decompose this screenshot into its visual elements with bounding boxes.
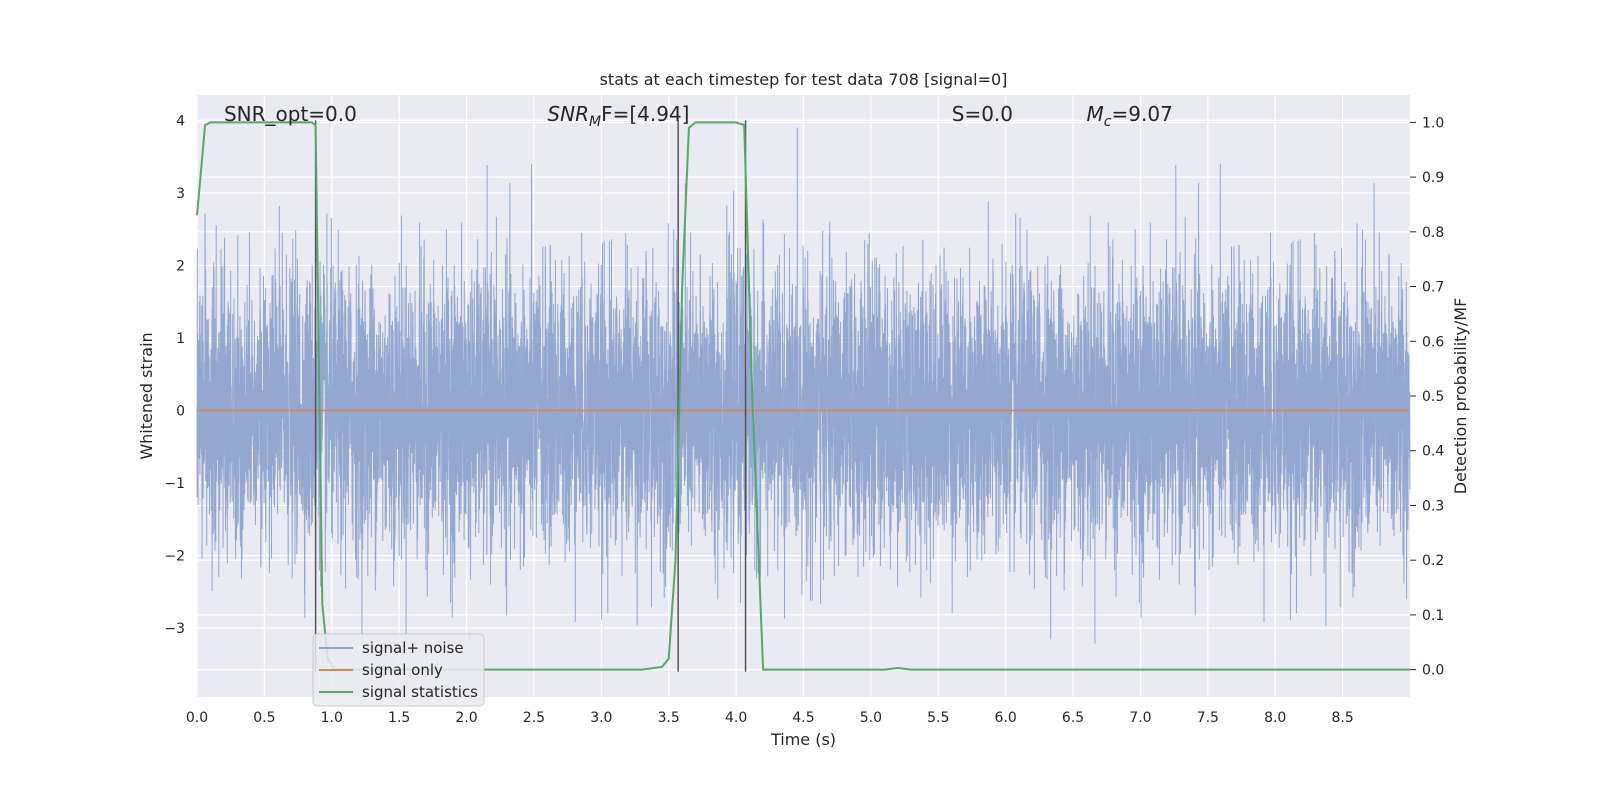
annotation-value: F=[4.94] (601, 102, 689, 126)
y-tick-label: 0 (176, 404, 185, 420)
line-series-layer (196, 120, 1410, 672)
y2-tick-label: 0.5 (1422, 389, 1444, 405)
y-tick-label: 2 (176, 258, 185, 274)
annotation-label: SNR (547, 102, 589, 126)
annotation-value: =0.0 (964, 102, 1013, 126)
y-tick-label: −2 (164, 549, 185, 565)
stat-annotation: SNRMF=[4.94] (547, 102, 689, 130)
chart-title: stats at each timestep for test data 708… (600, 70, 1008, 89)
stat-annotation: Mc=9.07 (1087, 102, 1173, 130)
legend-label: signal only (362, 661, 443, 679)
y-tick-label: 4 (176, 113, 185, 129)
x-tick-label: 5.0 (860, 710, 882, 726)
x-tick-label: 7.0 (1129, 710, 1151, 726)
y2-tick-label: 1.0 (1422, 115, 1444, 131)
y2-tick-label: 0.4 (1422, 444, 1444, 460)
x-tick-label: 0.0 (186, 710, 208, 726)
y2-tick-label: 0.2 (1422, 553, 1444, 569)
x-tick-label: 4.5 (792, 710, 814, 726)
x-tick-label: 6.0 (995, 710, 1017, 726)
annotation-value: =9.07 (1112, 102, 1173, 126)
annotation-layer: SNR_opt=0.0 SNRMF=[4.94] S=0.0 Mc=9.07 (224, 102, 1173, 130)
x-axis-label: Time (s) (770, 730, 836, 749)
x-tick-label: 3.0 (590, 710, 612, 726)
y2-tick-label: 0.8 (1422, 225, 1444, 241)
x-tick-label: 7.5 (1197, 710, 1219, 726)
annotation-label: SNR_opt=0.0 (224, 102, 357, 126)
legend: signal+ noise signal only signal statistic… (312, 633, 485, 707)
signal-noise-line (196, 127, 1411, 644)
x-tick-label: 2.5 (523, 710, 545, 726)
legend-box (312, 633, 485, 707)
x-tick-label: 8.0 (1264, 710, 1286, 726)
y2-tick-label: 0.7 (1422, 280, 1444, 296)
y-tick-label: 1 (176, 331, 185, 347)
y2-tick-label: 0.6 (1422, 334, 1444, 350)
annotation-subscript: c (1104, 114, 1112, 130)
y2-tick-label: 0.0 (1422, 663, 1444, 679)
annotation-subscript: M (589, 114, 601, 130)
y-tick-label: 3 (176, 186, 185, 202)
y-axis-label: Whitened strain (137, 332, 156, 459)
x-tick-label: 2.0 (455, 710, 477, 726)
x-tick-label: 3.5 (658, 710, 680, 726)
y2-tick-label: 0.3 (1422, 498, 1444, 514)
annotation-label: M (1087, 102, 1104, 126)
y-tick-label: −3 (164, 621, 185, 637)
legend-label: signal statistics (362, 683, 478, 701)
x-tick-label: 0.5 (253, 710, 275, 726)
signal-statistics-line (196, 121, 1410, 671)
y2-axis-label: Detection probability/MF (1451, 298, 1470, 495)
signal-noise-series (196, 127, 1411, 644)
axis-layer: 0.0 0.5 1.0 1.5 2.0 2.5 3.0 3.5 4.0 4.5 5.0 5.5 6.0 6… (164, 113, 1444, 726)
y2-tick-label: 0.9 (1422, 170, 1444, 186)
stat-annotation: SNR_opt=0.0 (224, 102, 357, 126)
y2-tick-label: 0.1 (1422, 608, 1444, 624)
stat-annotation: S=0.0 (952, 102, 1013, 126)
x-tick-label: 4.0 (725, 710, 747, 726)
x-tick-label: 6.5 (1062, 710, 1084, 726)
x-tick-label: 1.0 (321, 710, 343, 726)
annotation-label: S (952, 102, 965, 126)
x-tick-label: 1.5 (388, 710, 410, 726)
y-tick-label: −1 (164, 476, 185, 492)
legend-label: signal+ noise (362, 639, 464, 657)
x-tick-label: 8.5 (1331, 710, 1353, 726)
x-tick-label: 5.5 (927, 710, 949, 726)
